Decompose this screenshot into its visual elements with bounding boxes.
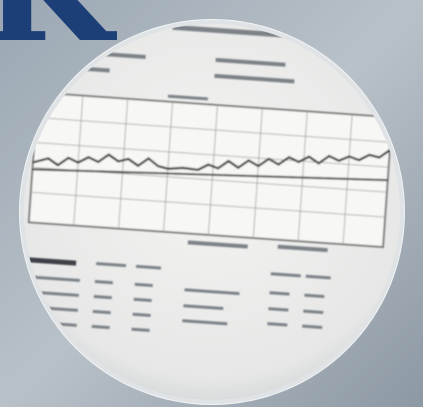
lens-edge [20,20,404,404]
